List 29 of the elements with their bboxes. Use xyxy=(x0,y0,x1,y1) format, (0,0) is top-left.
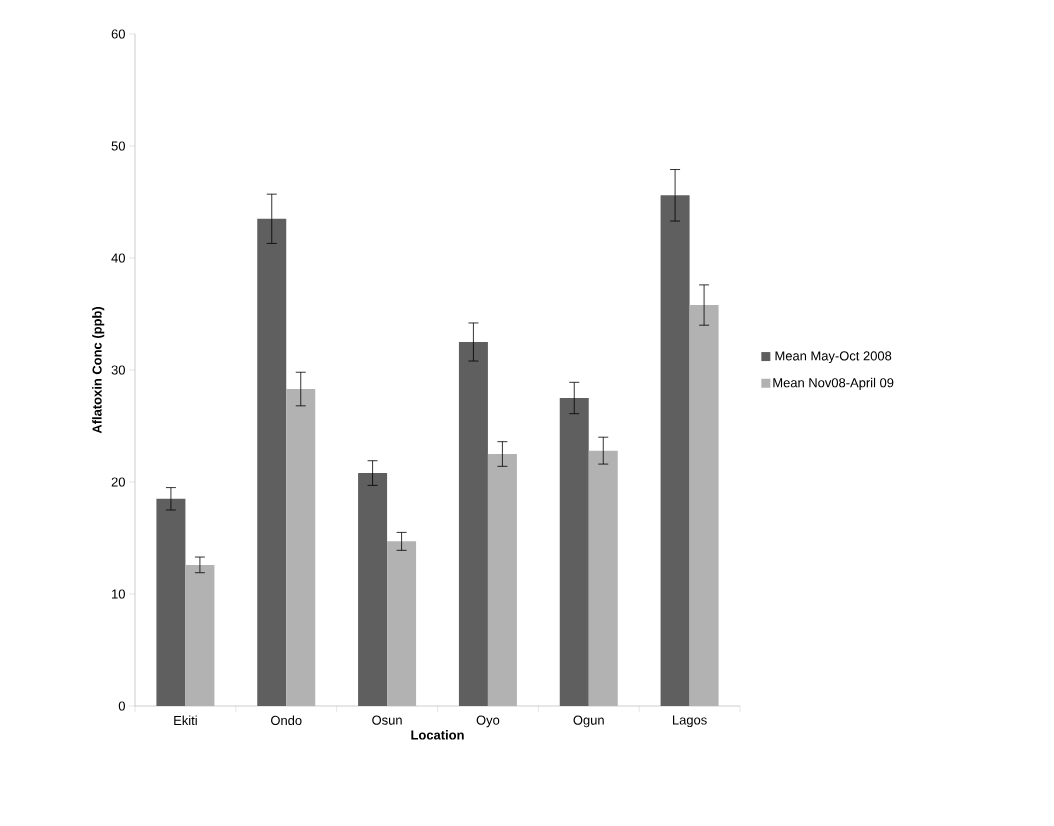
x-tick-label: Ogun xyxy=(573,715,604,728)
y-tick-label: 0 xyxy=(118,701,125,711)
y-tick-label: 20 xyxy=(111,477,125,487)
bar xyxy=(660,195,690,706)
bar xyxy=(185,564,215,706)
y-tick-label: 60 xyxy=(111,29,125,39)
x-tick-label: Oyo xyxy=(476,715,500,728)
bar xyxy=(257,218,287,706)
x-tick-label: Ekiti xyxy=(174,715,197,725)
bar xyxy=(358,473,388,706)
y-tick-label: 40 xyxy=(111,253,125,263)
x-tick-label: Osun xyxy=(372,715,402,725)
legend-label: Mean Nov08-April 09 xyxy=(773,377,894,390)
bar xyxy=(387,541,417,706)
bar xyxy=(588,450,618,706)
bar xyxy=(458,342,488,706)
bar xyxy=(559,398,589,706)
bar xyxy=(487,454,517,706)
y-tick-label: 10 xyxy=(112,589,125,599)
y-tick-label: 30 xyxy=(111,365,125,375)
x-tick-label: Ondo xyxy=(271,715,302,726)
x-axis-title: Location xyxy=(411,730,464,740)
x-tick-label: Lagos xyxy=(673,715,707,728)
y-axis-title: Aflatoxin Conc (ppb) xyxy=(92,306,105,434)
bar xyxy=(156,498,186,706)
legend-label: Mean May-Oct 2008 xyxy=(775,351,892,364)
bar xyxy=(286,389,316,706)
bar xyxy=(689,305,719,706)
y-tick-label: 50 xyxy=(111,141,125,151)
